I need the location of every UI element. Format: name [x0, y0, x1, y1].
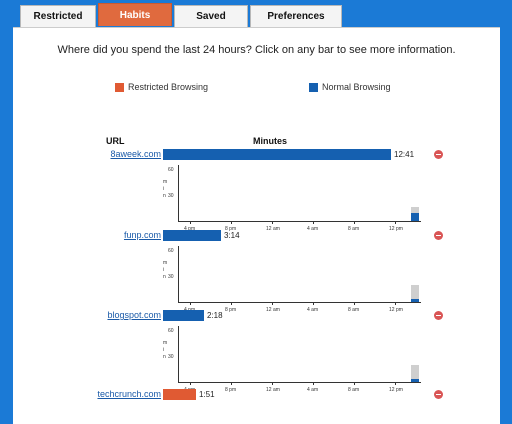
y-axis-label: n: [163, 274, 166, 280]
site-url-link[interactable]: blogspot.com: [107, 310, 161, 320]
x-tick-mark: [354, 302, 355, 305]
legend-label-restricted: Restricted Browsing: [128, 82, 209, 92]
x-tick-label: 12 am: [266, 387, 280, 393]
minutes-value: 3:14: [224, 231, 240, 240]
normal-bar[interactable]: [163, 149, 391, 160]
x-tick-label: 4 am: [307, 307, 319, 313]
hour-bar-normal[interactable]: [411, 212, 419, 221]
x-tick-mark: [395, 382, 396, 385]
y-axis-label: i: [163, 347, 165, 353]
y-axis-label: n: [163, 193, 166, 199]
hour-bar-normal[interactable]: [411, 299, 419, 302]
x-tick-mark: [354, 382, 355, 385]
x-axis: [178, 382, 421, 383]
remove-icon[interactable]: [434, 390, 443, 399]
y-axis: [178, 246, 179, 302]
x-tick-label: 12 pm: [389, 226, 403, 232]
y-tick-label: 60: [168, 328, 174, 334]
x-tick-mark: [272, 221, 273, 224]
site-url-link[interactable]: techcrunch.com: [97, 389, 161, 399]
x-tick-mark: [313, 302, 314, 305]
y-tick-label: 30: [168, 193, 174, 199]
tab-bar: Restricted Habits Saved Preferences: [20, 3, 342, 27]
y-axis: [178, 165, 179, 221]
x-tick-mark: [272, 382, 273, 385]
habits-panel: Where did you spend the last 24 hours? C…: [13, 27, 500, 424]
normal-bar[interactable]: [163, 310, 204, 321]
hour-bar-total[interactable]: [411, 285, 419, 302]
minutes-value: 12:41: [394, 150, 415, 159]
restricted-bar[interactable]: [163, 389, 196, 400]
x-tick-label: 8 pm: [225, 387, 237, 393]
y-tick-label: 30: [168, 274, 174, 280]
tab-habits[interactable]: Habits: [98, 3, 172, 26]
x-tick-mark: [354, 221, 355, 224]
remove-icon[interactable]: [434, 150, 443, 159]
x-tick-mark: [395, 302, 396, 305]
legend-swatch-normal: [309, 82, 318, 92]
x-tick-label: 12 am: [266, 307, 280, 313]
remove-icon[interactable]: [434, 311, 443, 320]
hour-bar-total[interactable]: [411, 365, 419, 382]
y-axis-label: i: [163, 186, 165, 192]
x-tick-mark: [395, 221, 396, 224]
legend-restricted: Restricted Browsing: [115, 82, 208, 92]
x-tick-label: 8 pm: [225, 307, 237, 313]
y-axis-label: i: [163, 267, 165, 273]
x-tick-mark: [313, 221, 314, 224]
x-tick-mark: [313, 382, 314, 385]
minutes-column-header: Minutes: [253, 136, 288, 146]
hour-bar-normal[interactable]: [411, 379, 419, 382]
y-axis-label: m: [163, 340, 168, 346]
x-tick-mark: [231, 221, 232, 224]
x-tick-label: 12 am: [266, 226, 280, 232]
minutes-value: 1:51: [199, 390, 215, 399]
x-tick-label: 4 am: [307, 226, 319, 232]
legend-normal: Normal Browsing: [309, 82, 391, 92]
x-tick-label: 8 am: [348, 226, 360, 232]
instructions-text: Where did you spend the last 24 hours? C…: [57, 44, 456, 56]
tab-restricted[interactable]: Restricted: [20, 5, 96, 27]
legend-label-normal: Normal Browsing: [322, 82, 391, 92]
site-url-link[interactable]: funp.com: [123, 230, 161, 240]
y-axis: [178, 326, 179, 382]
site-url-link[interactable]: 8aweek.com: [110, 149, 161, 159]
x-tick-mark: [190, 382, 191, 385]
x-tick-mark: [231, 302, 232, 305]
y-tick-label: 30: [168, 354, 174, 360]
remove-icon[interactable]: [434, 231, 443, 240]
x-tick-label: 8 am: [348, 307, 360, 313]
url-column-header: URL: [106, 136, 125, 146]
tab-preferences[interactable]: Preferences: [250, 5, 342, 27]
y-axis-label: n: [163, 354, 166, 360]
x-tick-mark: [190, 302, 191, 305]
x-tick-label: 12 pm: [389, 307, 403, 313]
y-tick-label: 60: [168, 248, 174, 254]
y-axis-label: m: [163, 179, 168, 185]
x-tick-label: 8 pm: [225, 226, 237, 232]
normal-bar[interactable]: [163, 230, 221, 241]
minutes-value: 2:18: [207, 311, 223, 320]
x-axis: [178, 302, 421, 303]
x-axis: [178, 221, 421, 222]
x-tick-label: 12 pm: [389, 387, 403, 393]
x-tick-label: 4 am: [307, 387, 319, 393]
legend-swatch-restricted: [115, 82, 124, 92]
x-tick-mark: [190, 221, 191, 224]
y-tick-label: 60: [168, 167, 174, 173]
tab-saved[interactable]: Saved: [174, 5, 248, 27]
y-axis-label: m: [163, 260, 168, 266]
x-tick-mark: [272, 302, 273, 305]
x-tick-label: 4 pm: [184, 226, 196, 232]
x-tick-mark: [231, 382, 232, 385]
x-tick-label: 8 am: [348, 387, 360, 393]
